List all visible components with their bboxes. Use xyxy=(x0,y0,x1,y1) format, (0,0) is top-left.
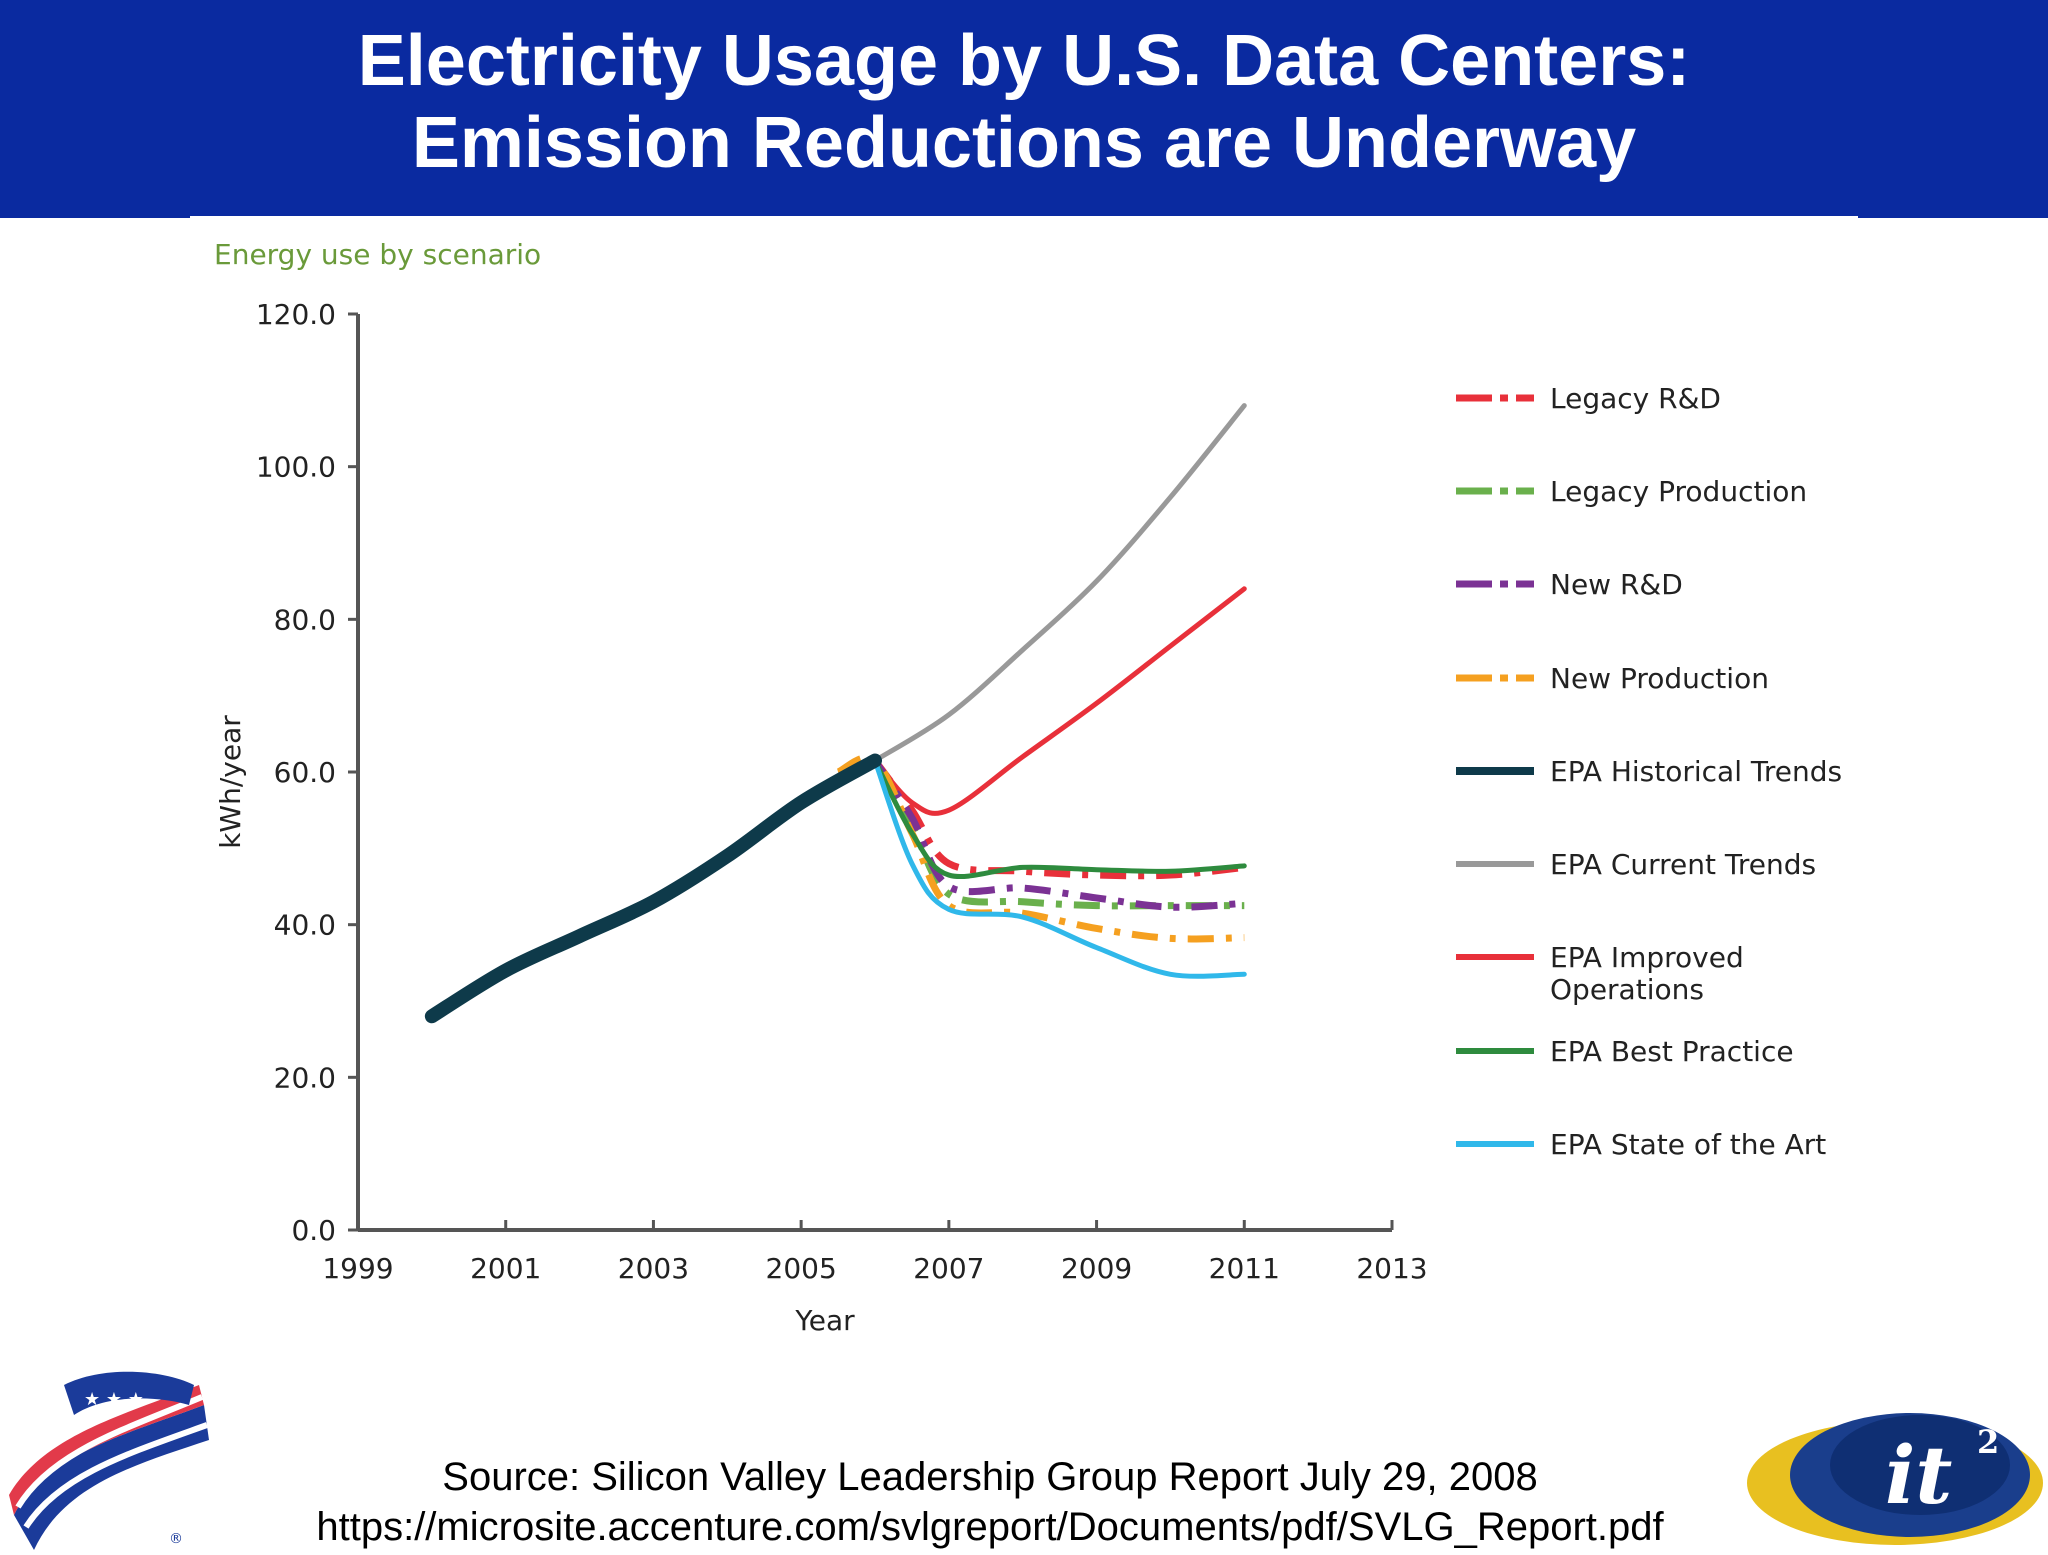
x-tick-label: 2013 xyxy=(1356,1252,1427,1285)
y-tick-label: 100.0 xyxy=(256,451,336,484)
y-tick-label: 20.0 xyxy=(274,1061,336,1094)
series-line-epa-historical-trends xyxy=(424,753,882,1024)
x-tick-label: 1999 xyxy=(322,1252,393,1285)
slide-title-line1: Electricity Usage by U.S. Data Centers: xyxy=(357,21,1691,101)
legend-label: EPA Best Practice xyxy=(1550,1035,1794,1068)
series-line-legacy-r-d xyxy=(872,758,1245,880)
source-line: Source: Silicon Valley Leadership Group … xyxy=(442,1455,1538,1499)
x-axis-label: Year xyxy=(794,1304,855,1337)
y-tick-label: 120.0 xyxy=(256,298,336,331)
series-line-epa-best-practice xyxy=(872,758,1247,879)
y-tick-label: 80.0 xyxy=(274,603,336,636)
legend-label: Legacy Production xyxy=(1550,475,1807,508)
series-line-epa-current-trends xyxy=(872,403,1247,764)
flag-ribbon-logo: ★ ★ ★ ® xyxy=(9,1371,209,1550)
legend-label: EPA Improved xyxy=(1550,941,1744,974)
title-banner xyxy=(0,0,2048,218)
legend-label: Operations xyxy=(1550,973,1704,1006)
series-line-new-r-d xyxy=(872,758,1245,911)
legend-label: Legacy R&D xyxy=(1550,382,1721,415)
registered-mark: ® xyxy=(169,1531,183,1547)
series-line-new-production xyxy=(836,754,1245,943)
banner-underline xyxy=(190,216,1858,220)
y-axis-label: kWh/year xyxy=(214,715,247,849)
x-tick-label: 2007 xyxy=(913,1252,984,1285)
series-line-epa-state-of-the-art xyxy=(872,758,1247,979)
y-tick-label: 40.0 xyxy=(274,909,336,942)
legend-label: EPA State of the Art xyxy=(1550,1128,1826,1161)
y-tick-label: 0.0 xyxy=(291,1214,336,1247)
star-icon: ★ ★ ★ xyxy=(84,1389,144,1410)
legend-label: New Production xyxy=(1550,662,1769,695)
x-tick-label: 2011 xyxy=(1209,1252,1280,1285)
x-tick-label: 2003 xyxy=(618,1252,689,1285)
legend-label: New R&D xyxy=(1550,568,1683,601)
y-tick-label: 60.0 xyxy=(274,756,336,789)
legend-label: EPA Current Trends xyxy=(1550,848,1816,881)
source-url: https://microsite.accenture.com/svlgrepo… xyxy=(316,1505,1664,1549)
slide-title: Electricity Usage by U.S. Data Centers: … xyxy=(0,20,2048,184)
chart-title: Energy use by scenario xyxy=(214,238,541,271)
it2-logo-sup: 2 xyxy=(1977,1423,1999,1461)
x-tick-label: 2005 xyxy=(766,1252,837,1285)
x-tick-label: 2001 xyxy=(470,1252,541,1285)
it2-logo-text: it xyxy=(1885,1428,1952,1522)
x-tick-label: 2009 xyxy=(1061,1252,1132,1285)
series-line-epa-improved-operations xyxy=(872,586,1247,816)
it2-logo: it 2 xyxy=(1747,1413,2043,1545)
legend-label: EPA Historical Trends xyxy=(1550,755,1842,788)
energy-use-chart: Energy use by scenario 0.0 20.0 40.0 60.0 80.… xyxy=(214,238,1842,1337)
slide-title-line2: Emission Reductions are Underway xyxy=(411,103,1637,183)
source-citation: Source: Silicon Valley Leadership Group … xyxy=(230,1452,1750,1552)
